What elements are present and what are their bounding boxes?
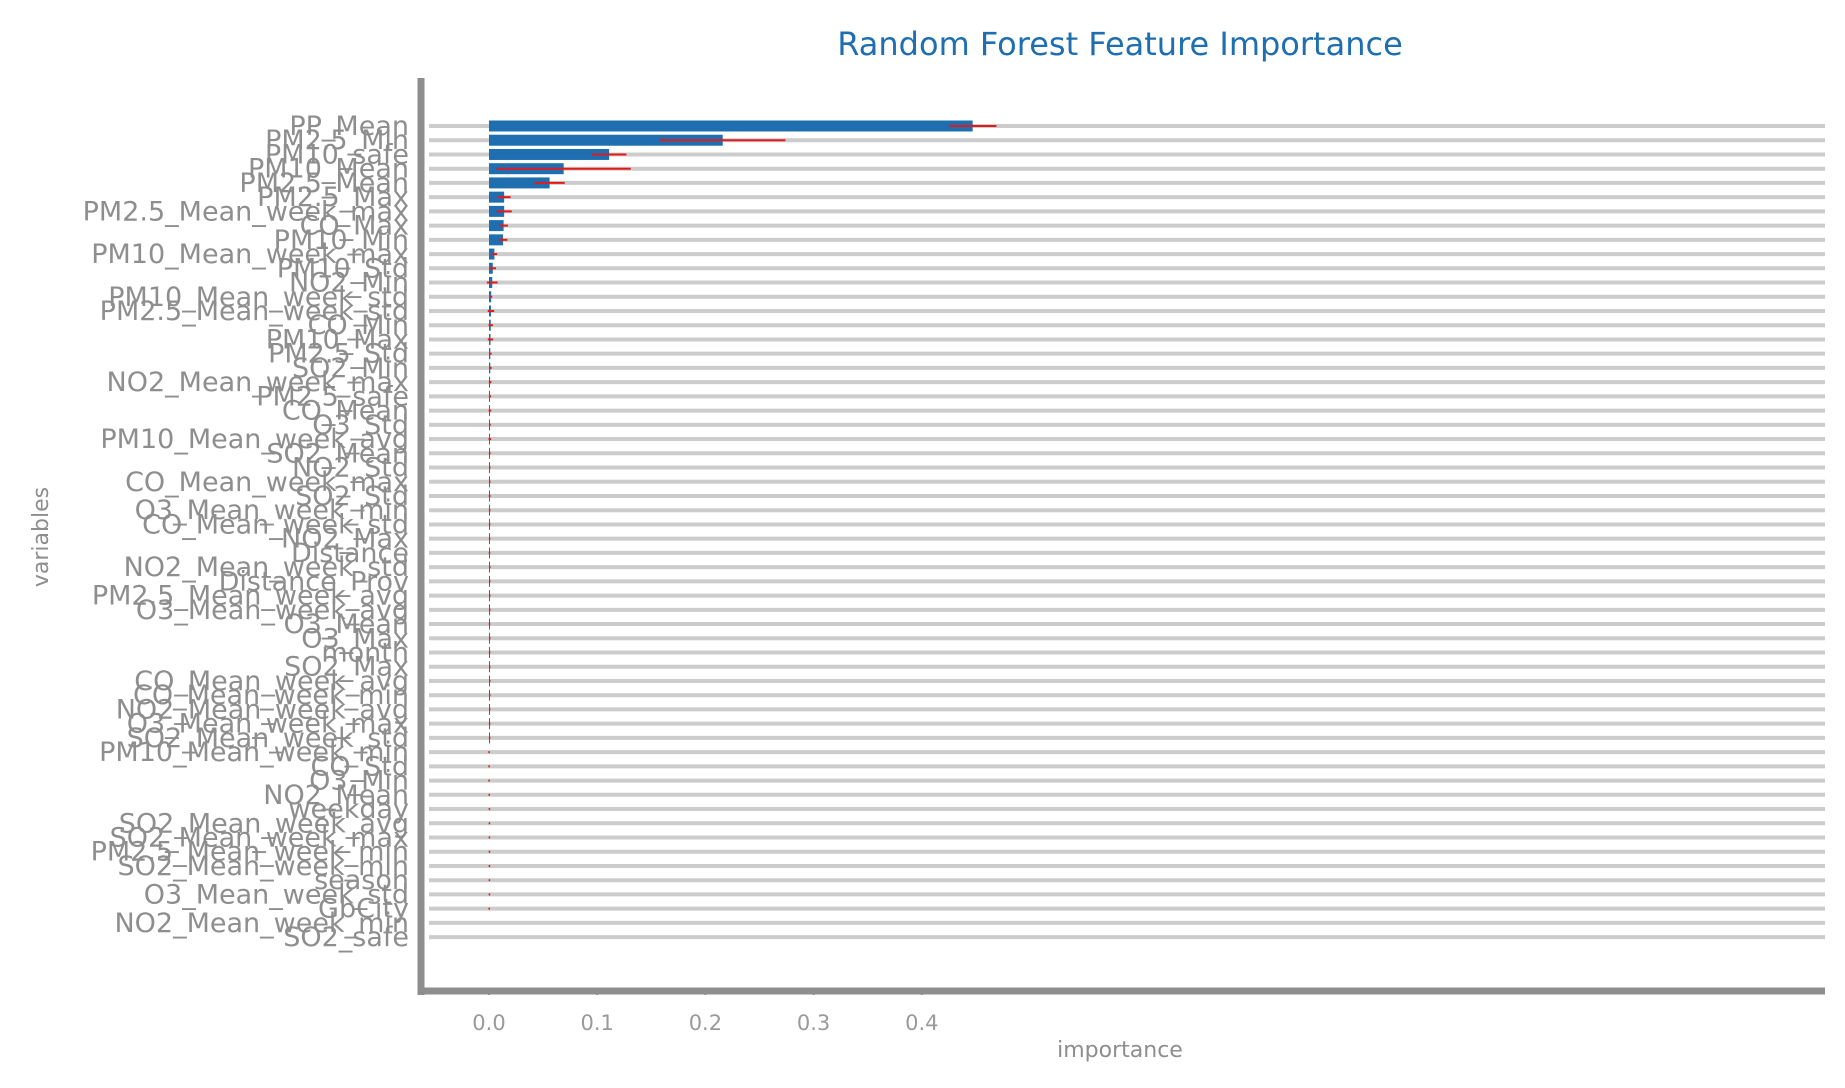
bar-PM10_safe xyxy=(489,148,610,160)
bar-PP_Mean xyxy=(489,120,973,132)
y-tick-label: SO2_Mean_week_max xyxy=(110,823,409,854)
y-tick-label: PM2.5_Mean xyxy=(239,168,409,199)
y-tick-label: PM2.5_safe xyxy=(256,381,409,412)
x-tick-label: 0.1 xyxy=(580,1011,613,1035)
y-tick-label: O3_Std xyxy=(312,410,409,441)
y-tick-label: O3_Min xyxy=(309,766,409,797)
y-tick-label: PM10_safe xyxy=(265,139,409,170)
y-tick-label: SO2_Mean_week_avg xyxy=(119,808,409,839)
y-tick-label: PM2.5_Std xyxy=(268,339,409,370)
y-tick-label: SO2_Mean xyxy=(266,438,409,469)
y-tick-label: NO2_Mean_week_max xyxy=(107,367,409,398)
y-tick-label: NO2_Min xyxy=(289,268,409,299)
y-tick-label: PM2.5_Min xyxy=(265,125,409,156)
y-tick-label: CO_Std xyxy=(311,751,409,782)
y-tick-label: CO_Mean_week_max xyxy=(125,467,409,498)
x-axis-label: importance xyxy=(1057,1038,1183,1063)
y-tick-label: CO_Mean_week_std xyxy=(142,509,409,540)
y-tick-label: PM2.5_Mean_week_avg xyxy=(92,581,409,612)
y-tick-label: NO2_Mean xyxy=(263,780,409,811)
y-tick-label: O3_Max xyxy=(301,623,409,654)
y-tick-label: PM2.5_Mean_week_max xyxy=(83,196,409,227)
y-tick-label: PM2.5_Max xyxy=(257,182,409,213)
y-tick-label: CO_Min xyxy=(307,310,409,341)
y-tick-label: O3_Mean_week_avg xyxy=(136,595,409,626)
y-tick-label: PM10_Mean_week_std xyxy=(108,282,409,313)
bar-PM2.5_Min xyxy=(489,134,723,146)
bar-PM10_Min xyxy=(489,234,504,246)
y-tick-label: month xyxy=(321,638,409,669)
y-axis-label: variables xyxy=(29,487,54,587)
y-tick-label: CO_Max xyxy=(300,211,409,242)
y-tick-label: PM10_Std xyxy=(277,253,409,284)
y-tick-label: SO2_Std xyxy=(295,481,409,512)
y-tick-label: O3_Mean_week_std xyxy=(144,879,409,910)
bar-PM2.5_Max xyxy=(489,191,505,203)
y-tick-label: season xyxy=(314,865,409,896)
y-tick-label: weekday xyxy=(288,794,409,825)
y-tick-label: PM10_Mean_week_min xyxy=(99,737,409,768)
y-tick-label: CO_Mean_week_min xyxy=(133,680,409,711)
y-tick-label: GbCity xyxy=(318,894,409,925)
y-tick-label: PM10_Max xyxy=(266,324,409,355)
y-tick-label: Distance xyxy=(291,538,409,569)
y-tick-label: PP_Mean xyxy=(289,111,409,142)
y-tick-label: PM2.5_Mean_week_min xyxy=(91,837,409,868)
y-tick-label: PM10_Mean_week_max xyxy=(91,239,409,270)
y-tick-label: SO2_Max xyxy=(284,652,409,683)
bars xyxy=(489,120,973,744)
y-tick-label: NO2_Std xyxy=(292,453,409,484)
y-tick-label: SO2_safe xyxy=(283,922,409,953)
y-tick-label: NO2_Mean_week_std xyxy=(124,552,409,583)
bar-CO_Max xyxy=(489,220,504,232)
y-tick-label: PM2.5_Mean_week_std xyxy=(100,296,409,327)
y-tick-label: NO2_Mean_week_avg xyxy=(116,694,409,725)
x-tick-label: 0.4 xyxy=(905,1011,938,1035)
error-bars xyxy=(486,125,997,910)
bar-PM2.5_Mean xyxy=(489,177,550,189)
gridlines xyxy=(429,124,1825,940)
x-tick-label: 0.3 xyxy=(797,1011,830,1035)
chart-title: Random Forest Feature Importance xyxy=(837,25,1403,63)
y-tick-label: SO2_Mean_week_min xyxy=(118,851,410,882)
x-tick-label: 0.0 xyxy=(472,1011,505,1035)
y-tick-labels: PP_MeanPM2.5_MinPM10_safePM10_MeanPM2.5_… xyxy=(83,111,409,953)
x-tick-label: 0.2 xyxy=(689,1011,722,1035)
y-tick-label: PM10_Mean xyxy=(248,154,409,185)
y-tick-label: SO2_Min xyxy=(292,353,409,384)
y-tick-label: NO2_Max xyxy=(281,524,409,555)
y-tick-label: O3_Mean_week_max xyxy=(127,709,409,740)
y-tick-label: NO2_Mean_week_min xyxy=(114,908,409,939)
y-tick-label: PM10_Mean_week_avg xyxy=(100,424,409,455)
y-tick-label: O3_Mean_week_min xyxy=(135,495,409,526)
y-tick-label: CO_Mean xyxy=(282,396,409,427)
x-ticks: 0.0 0.1 0.2 0.3 0.4 xyxy=(472,988,939,1035)
y-tick-label: CO_Mean_week_avg xyxy=(134,666,409,697)
y-tick-label: Distance_Prov xyxy=(219,566,409,597)
y-tick-label: O3_Mean xyxy=(284,609,410,640)
y-tick-label: SO2_Mean_week_std xyxy=(127,723,409,754)
y-tick-label: PM10_Min xyxy=(274,225,409,256)
